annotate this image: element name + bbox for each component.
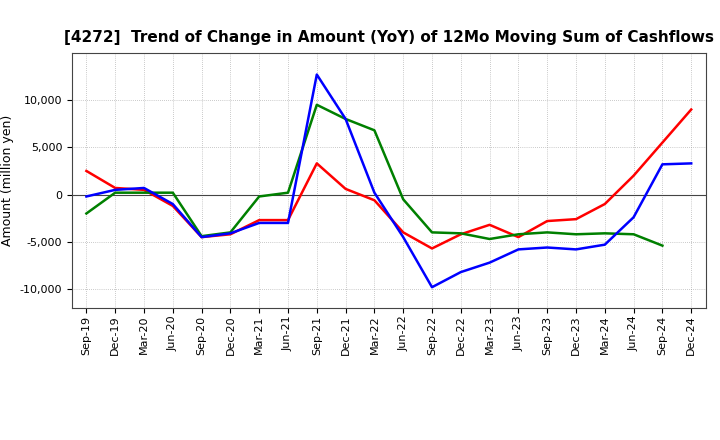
Operating Cashflow — [284, 217, 292, 223]
Operating Cashflow — [312, 161, 321, 166]
Investing Cashflow — [514, 231, 523, 237]
Y-axis label: Amount (million yen): Amount (million yen) — [1, 115, 14, 246]
Free Cashflow — [428, 285, 436, 290]
Operating Cashflow — [600, 202, 609, 207]
Investing Cashflow — [456, 231, 465, 236]
Investing Cashflow — [255, 194, 264, 199]
Free Cashflow — [543, 245, 552, 250]
Operating Cashflow — [111, 185, 120, 191]
Free Cashflow — [600, 242, 609, 247]
Operating Cashflow — [82, 169, 91, 174]
Investing Cashflow — [485, 236, 494, 242]
Investing Cashflow — [428, 230, 436, 235]
Free Cashflow — [572, 247, 580, 252]
Operating Cashflow — [485, 222, 494, 227]
Free Cashflow — [658, 161, 667, 167]
Free Cashflow — [168, 202, 177, 207]
Operating Cashflow — [168, 203, 177, 209]
Free Cashflow — [399, 235, 408, 240]
Investing Cashflow — [658, 243, 667, 248]
Investing Cashflow — [82, 211, 91, 216]
Operating Cashflow — [399, 230, 408, 235]
Free Cashflow — [341, 116, 350, 121]
Operating Cashflow — [370, 198, 379, 203]
Operating Cashflow — [140, 187, 148, 192]
Investing Cashflow — [312, 102, 321, 107]
Investing Cashflow — [370, 128, 379, 133]
Free Cashflow — [140, 185, 148, 191]
Free Cashflow — [82, 194, 91, 199]
Investing Cashflow — [341, 116, 350, 121]
Operating Cashflow — [255, 217, 264, 223]
Free Cashflow — [111, 187, 120, 192]
Investing Cashflow — [168, 190, 177, 195]
Free Cashflow — [629, 215, 638, 220]
Investing Cashflow — [226, 230, 235, 235]
Operating Cashflow — [687, 107, 696, 112]
Investing Cashflow — [399, 197, 408, 202]
Operating Cashflow — [543, 218, 552, 224]
Investing Cashflow — [197, 234, 206, 239]
Free Cashflow — [485, 260, 494, 265]
Free Cashflow — [456, 269, 465, 275]
Investing Cashflow — [629, 231, 638, 237]
Line: Free Cashflow: Free Cashflow — [86, 74, 691, 287]
Operating Cashflow — [456, 231, 465, 237]
Investing Cashflow — [572, 231, 580, 237]
Investing Cashflow — [600, 231, 609, 236]
Operating Cashflow — [226, 231, 235, 237]
Investing Cashflow — [140, 190, 148, 195]
Investing Cashflow — [111, 190, 120, 195]
Operating Cashflow — [341, 186, 350, 191]
Free Cashflow — [370, 190, 379, 195]
Free Cashflow — [514, 247, 523, 252]
Operating Cashflow — [658, 140, 667, 145]
Line: Operating Cashflow: Operating Cashflow — [86, 110, 691, 249]
Line: Investing Cashflow: Investing Cashflow — [86, 105, 662, 246]
Title: [4272]  Trend of Change in Amount (YoY) of 12Mo Moving Sum of Cashflows: [4272] Trend of Change in Amount (YoY) o… — [64, 29, 714, 45]
Free Cashflow — [197, 235, 206, 240]
Investing Cashflow — [543, 230, 552, 235]
Free Cashflow — [284, 220, 292, 226]
Investing Cashflow — [284, 190, 292, 195]
Operating Cashflow — [514, 235, 523, 240]
Free Cashflow — [687, 161, 696, 166]
Operating Cashflow — [629, 173, 638, 178]
Operating Cashflow — [197, 235, 206, 240]
Operating Cashflow — [572, 216, 580, 222]
Operating Cashflow — [428, 246, 436, 251]
Free Cashflow — [255, 220, 264, 226]
Free Cashflow — [312, 72, 321, 77]
Free Cashflow — [226, 231, 235, 236]
